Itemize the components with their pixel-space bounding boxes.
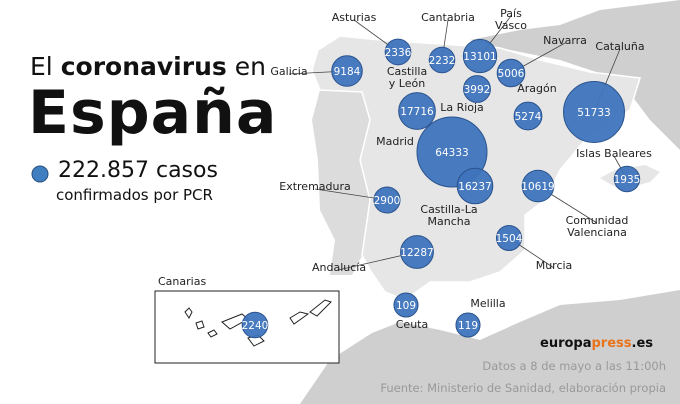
bubble-value: 3992 [464,84,491,96]
title-bold: coronavirus [60,52,227,81]
region-label: Melilla [470,297,506,310]
bubble-value: 12287 [400,247,433,259]
bubble [455,312,481,338]
bubble [400,235,434,269]
bubble [331,55,363,87]
date-note: Datos a 8 de mayo a las 11:00h [482,359,666,373]
africa [300,290,680,404]
bubble-value: 9184 [334,66,361,78]
bubble [463,75,491,103]
bubble-value: 5274 [515,111,542,123]
bubble [513,101,543,131]
bubble-value: 2232 [429,55,456,67]
bubble [496,58,526,88]
region-label: Navarra [543,34,587,47]
region-label: Extremadura [279,180,351,193]
bubble-value: 2240 [242,320,269,332]
bubble [563,81,625,143]
total-cases: 222.857 casos [58,158,218,183]
portugal [312,90,370,275]
region-label: La Rioja [440,101,484,114]
bubble-value: 64333 [435,147,468,159]
bubble-value: 2336 [385,47,412,59]
region-label: Comunidad Valenciana [565,214,629,239]
region-label: Ceuta [395,318,429,331]
bubble [456,167,494,205]
bubble [428,46,456,74]
bubble-value: 51733 [577,107,610,119]
region-label: Cantabria [421,11,475,24]
region-label: Castilla-La Mancha [420,203,478,228]
bubble [384,38,412,66]
bubble [398,92,436,130]
inset-label: Canarias [158,275,207,288]
region-label: Asturias [331,11,377,24]
region-label: Islas Baleares [576,147,652,160]
total-dot [31,165,49,183]
brand-c: .es [631,336,654,351]
bubble-value: 2900 [374,195,401,207]
bubble-value: 119 [458,320,478,332]
region-label: Cataluña [595,40,645,53]
bubble [373,186,401,214]
brand-a: europa [540,336,592,351]
source-note: Fuente: Ministerio de Sanidad, elaboraci… [380,381,666,395]
region-label: Murcia [535,259,573,272]
region-label: Galicia [270,65,308,78]
bubble-value: 17716 [400,106,434,118]
title-prefix: El [30,52,53,81]
title-main: España [28,78,278,148]
bubble-value: 1935 [614,174,641,186]
bubble [521,169,555,203]
bubble [462,38,498,74]
bubble-value: 109 [396,300,416,312]
bubble-value: 13101 [463,51,496,63]
title-suffix: en [234,52,266,81]
bubble [393,292,419,318]
bubble-value: 10619 [521,181,554,193]
bubble-value: 1504 [496,233,523,245]
title-line: El coronavirus en [30,52,266,81]
region-label: Andalucía [312,261,367,274]
brand: europapress.es [540,336,653,351]
region-label: Castilla y León [386,65,428,90]
bubble [241,311,269,339]
france [470,0,680,150]
bubble [613,165,641,193]
bubble [495,224,523,252]
region-label: Aragón [517,82,557,95]
brand-b: press [591,336,632,351]
bubble-value: 5006 [498,68,525,80]
region-label: País Vasco [495,7,527,32]
bubble-value: 16237 [458,181,491,193]
region-label: Madrid [376,135,414,148]
total-caption: confirmados por PCR [56,186,213,204]
